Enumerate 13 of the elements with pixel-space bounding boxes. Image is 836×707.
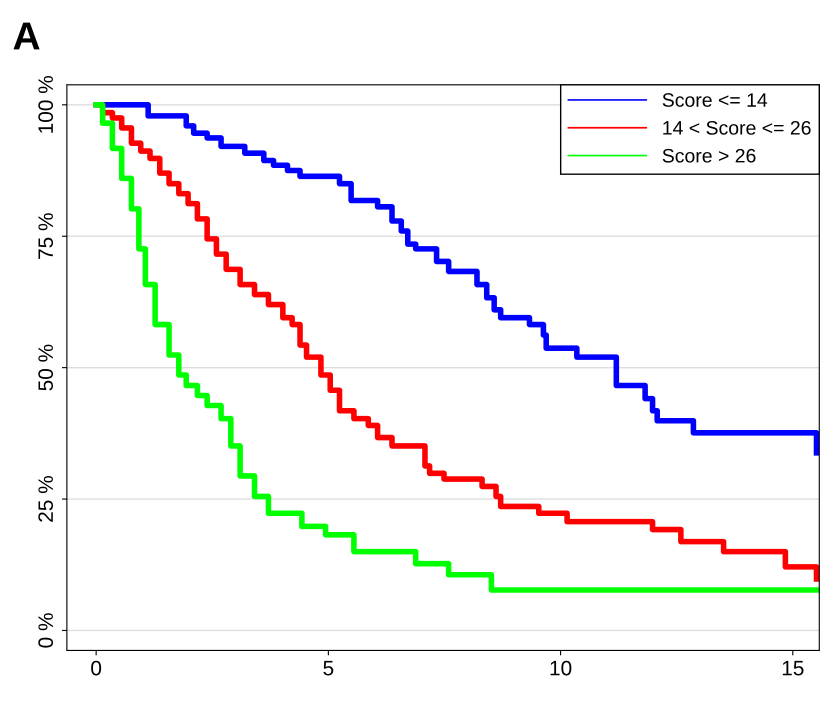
chart-title: A	[14, 22, 40, 50]
y-tick-label: 100 %	[38, 76, 54, 133]
legend-label: Score <= 14	[662, 93, 768, 107]
y-tick-label: 25 %	[38, 476, 54, 522]
legend-label: Score > 26	[662, 148, 756, 163]
x-tick-label: 5	[323, 660, 334, 676]
y-tick-label: 0 %	[38, 613, 54, 648]
x-tick-label: 10	[550, 660, 572, 676]
y-tick-label: 75 %	[38, 213, 54, 259]
x-tick-label: 0	[91, 660, 102, 676]
legend-label: 14 < Score <= 26	[663, 120, 811, 135]
x-tick-label: 15	[782, 660, 804, 676]
y-tick-label: 50 %	[38, 344, 54, 391]
